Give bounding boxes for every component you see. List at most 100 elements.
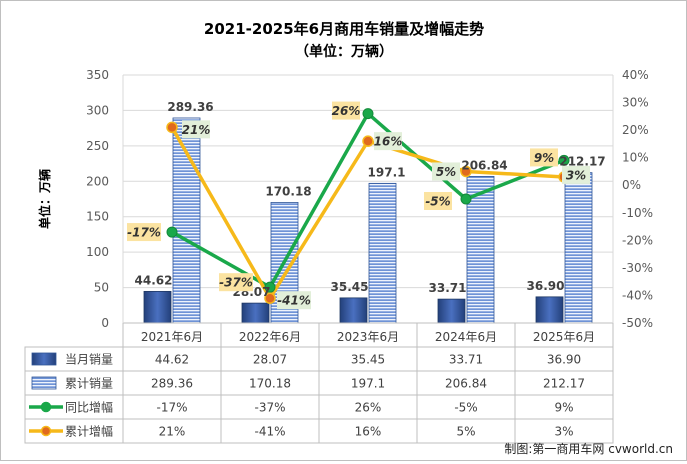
marker-yoy-growth <box>558 154 570 166</box>
bar-monthly-label: 33.71 <box>429 281 467 295</box>
table-cell: 35.45 <box>351 353 385 367</box>
y-tick-label: 300 <box>86 103 109 117</box>
bar-monthly-sales <box>241 302 270 324</box>
x-tick-label: 2023年6月 <box>337 330 399 344</box>
table-cell: 33.71 <box>449 353 483 367</box>
bar-monthly-label: 35.45 <box>331 280 369 294</box>
x-tick-label: 2021年6月 <box>141 330 203 344</box>
label-cumulative-growth-box <box>432 162 460 181</box>
y2-tick-label: 10% <box>622 151 649 165</box>
y-tick-label: 200 <box>86 174 109 188</box>
table-cell: 5% <box>456 425 475 439</box>
x-tick-label: 2022年6月 <box>239 330 301 344</box>
marker-yoy-growth <box>460 193 472 205</box>
bar-cumulative-sales <box>172 117 201 324</box>
bar-cumulative-sales <box>564 172 593 324</box>
label-yoy-growth: 9% <box>534 151 554 165</box>
table-cell: 212.17 <box>543 377 585 391</box>
y-axis-label: 单位：万辆 <box>37 169 52 229</box>
bar-cumulative-label: 289.36 <box>167 100 213 114</box>
y2-tick-label: -40% <box>622 288 653 302</box>
label-cumulative-growth: 16% <box>374 135 403 149</box>
label-cumulative-growth-box <box>562 165 590 184</box>
label-yoy-growth-box <box>530 148 558 167</box>
legend-swatch-cumulative <box>31 376 57 390</box>
table-cell: 28.07 <box>253 353 287 367</box>
table-cell: 21% <box>159 425 186 439</box>
label-cumulative-growth-box <box>374 132 402 151</box>
table-cell: 9% <box>554 401 573 415</box>
label-yoy-growth: -17% <box>127 226 161 240</box>
y-tick-label: 100 <box>86 245 109 259</box>
y-tick-label: 0 <box>101 316 109 330</box>
legend-swatch-marker <box>40 425 52 437</box>
label-cumulative-growth-box <box>182 120 210 139</box>
legend-label: 累计增幅 <box>65 424 113 439</box>
table-cell: 16% <box>355 425 382 439</box>
chart-subtitle: （单位：万辆） <box>295 43 393 60</box>
label-yoy-growth-box <box>424 192 452 210</box>
credit-text: 制图:第一商用车网 cvworld.cn <box>504 441 673 456</box>
table-cell: 36.90 <box>547 353 581 367</box>
marker-cumulative-growth <box>362 135 374 147</box>
label-yoy-growth-box <box>127 223 161 242</box>
bar-monthly-sales <box>339 297 368 324</box>
bar-cumulative-sales <box>368 182 397 324</box>
table-cell: 44.62 <box>155 353 189 367</box>
legend-label: 累计销量 <box>65 377 113 391</box>
y2-tick-label: 40% <box>622 68 649 82</box>
label-yoy-growth: 26% <box>332 104 361 118</box>
table-cell: -5% <box>454 401 477 415</box>
y2-tick-label: 0% <box>622 178 641 192</box>
y2-tick-label: -30% <box>622 261 653 275</box>
table-cell: 206.84 <box>445 377 487 391</box>
label-yoy-growth-box <box>219 273 253 292</box>
y-tick-label: 350 <box>86 68 109 82</box>
y-tick-label: 150 <box>86 210 109 224</box>
bar-monthly-label: 44.62 <box>135 273 173 287</box>
legend-label: 当月销量 <box>65 353 113 367</box>
bar-cumulative-label: 197.1 <box>368 165 406 179</box>
bar-monthly-sales <box>437 298 466 324</box>
label-cumulative-growth-box <box>277 291 311 310</box>
table-cell: -37% <box>254 401 285 415</box>
legend-swatch-monthly <box>31 352 57 366</box>
marker-yoy-growth <box>362 108 374 120</box>
x-tick-label: 2024年6月 <box>435 330 497 344</box>
chart-title: 2021-2025年6月商用车销量及增幅走势 <box>204 20 484 38</box>
y2-tick-label: -20% <box>622 233 653 247</box>
label-cumulative-growth: 21% <box>182 123 211 137</box>
label-cumulative-growth: -41% <box>277 294 311 308</box>
y-tick-label: 50 <box>94 281 109 295</box>
legend-swatch-marker <box>40 401 52 413</box>
bar-cumulative-label: 170.18 <box>265 184 311 198</box>
table-cell: 26% <box>355 401 382 415</box>
marker-yoy-growth <box>166 226 178 238</box>
line-cumulative-growth <box>170 126 565 300</box>
y-tick-label: 250 <box>86 139 109 153</box>
label-yoy-growth: -37% <box>219 276 253 290</box>
y2-tick-label: 20% <box>622 123 649 137</box>
table-cell: -41% <box>254 425 285 439</box>
bar-monthly-label: 36.90 <box>527 279 565 293</box>
label-yoy-growth-box <box>332 101 360 120</box>
legend-label: 同比增幅 <box>65 400 113 415</box>
table-cell: 3% <box>554 425 573 439</box>
marker-yoy-growth <box>264 281 276 293</box>
bar-cumulative-label: 212.17 <box>559 155 605 169</box>
bar-monthly-sales <box>535 296 564 324</box>
marker-cumulative-growth <box>166 121 178 134</box>
table-cell: 289.36 <box>151 377 193 391</box>
y2-tick-label: -10% <box>622 206 653 220</box>
label-cumulative-growth: 5% <box>436 165 456 179</box>
y2-tick-label: -50% <box>622 316 653 330</box>
bar-cumulative-label: 206.84 <box>461 158 507 172</box>
marker-cumulative-growth <box>460 165 472 178</box>
bar-monthly-sales <box>143 290 172 324</box>
table-cell: -17% <box>156 401 187 415</box>
y2-tick-label: 30% <box>622 96 649 110</box>
table-cell: 197.1 <box>351 377 385 391</box>
x-tick-label: 2025年6月 <box>533 330 595 344</box>
